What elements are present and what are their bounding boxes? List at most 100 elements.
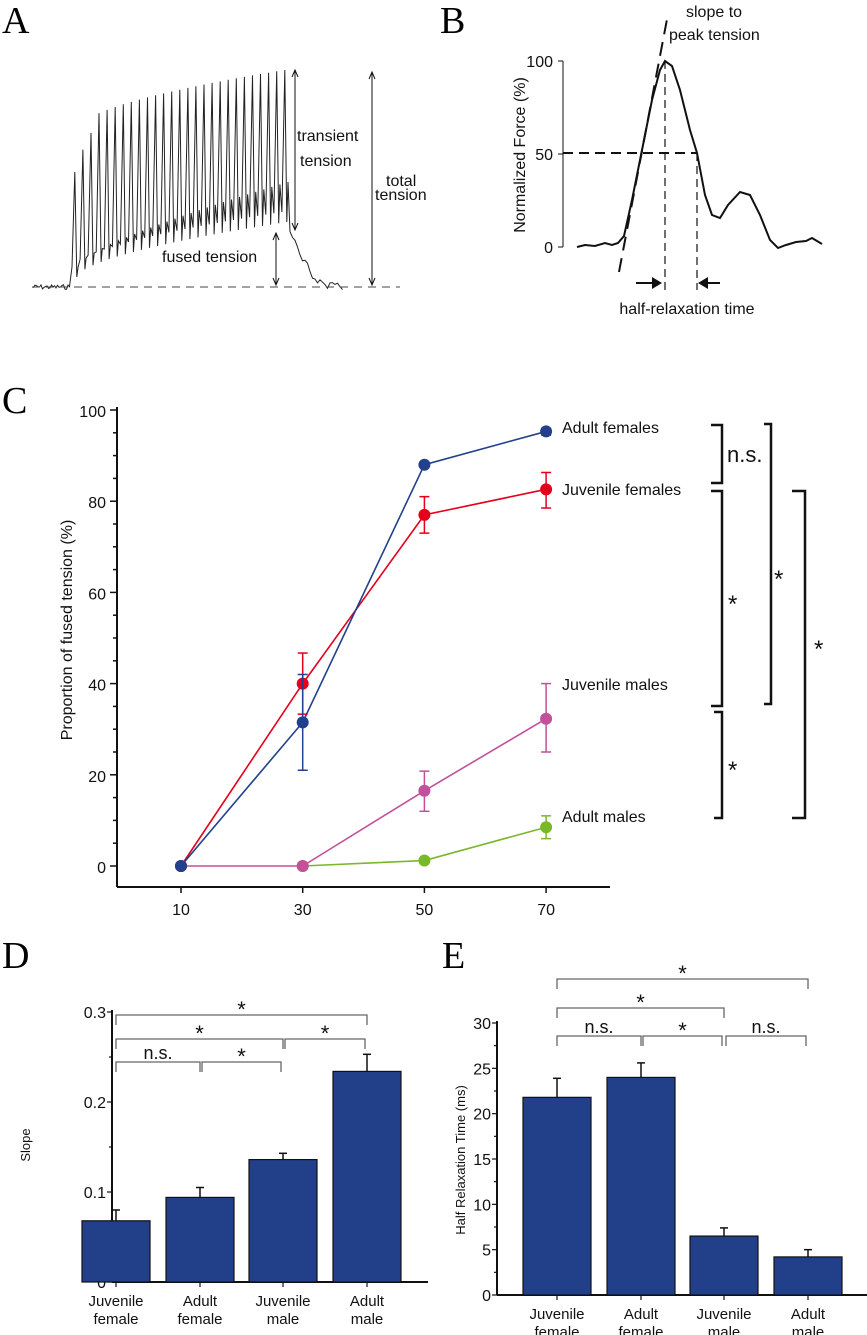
panel-b-y-tick-label: 100 (526, 54, 553, 71)
sig-bracket (556, 1007, 725, 1018)
panel-e-y-tick-label: 5 (482, 1243, 491, 1260)
bar (81, 1220, 151, 1283)
panel-letter-a: A (2, 0, 30, 42)
bar (773, 1256, 843, 1296)
category-label: Adult (183, 1293, 218, 1310)
panel-c-x-tick-label: 30 (294, 902, 312, 919)
category-label: Juvenile (529, 1306, 584, 1323)
sig-bracket (115, 1038, 284, 1049)
panel-c-y-tick-label: 0 (97, 860, 106, 877)
panel-e-y-tick-label: 10 (473, 1197, 491, 1214)
sig-bracket (642, 1035, 723, 1046)
sig-bracket-3 (714, 710, 724, 820)
data-point (175, 860, 187, 872)
transient-label: transient (297, 128, 359, 145)
series-label: Adult females (562, 420, 659, 437)
data-point (540, 821, 553, 834)
series-label: Adult males (562, 809, 646, 826)
slope-label-2: peak tension (669, 27, 760, 44)
sig-bracket-5 (792, 489, 807, 820)
left-arrow-head (652, 277, 662, 289)
panel-letter-e: E (442, 935, 465, 977)
significance-label: * (636, 990, 645, 1015)
category-label-2: male (267, 1311, 300, 1328)
panel-e-y-tick-label: 30 (473, 1016, 491, 1033)
panel-letter-b: B (440, 0, 465, 42)
panel-c-y-tick-label: 80 (88, 495, 106, 512)
sig-bracket (556, 1035, 642, 1046)
panel-b-y-axis-label: Normalized Force (%) (512, 77, 529, 233)
panel-d-y-tick-label: 0 (97, 1275, 106, 1292)
half-relaxation-label: half-relaxation time (619, 301, 754, 318)
sig-bracket-2 (711, 489, 724, 708)
sig-bracket-1 (711, 423, 724, 485)
data-point (296, 716, 309, 729)
category-label: Adult (791, 1306, 826, 1323)
panel-c-x-tick-label: 50 (416, 902, 434, 919)
bar (606, 1076, 676, 1296)
significance-label: n.s. (751, 1017, 780, 1037)
series-line-juvenile-males (181, 718, 547, 867)
significance-label: * (728, 757, 737, 784)
panel-d-y-tick-label: 0.1 (84, 1185, 106, 1202)
significance-label: * (321, 1021, 330, 1046)
series-label: Juvenile females (562, 482, 681, 499)
category-label: Juvenile (88, 1293, 143, 1310)
bar (332, 1070, 402, 1283)
panel-d-y-tick-label: 0.2 (84, 1095, 106, 1112)
category-label-2: female (177, 1311, 222, 1328)
total-label: total (386, 173, 416, 190)
category-label: Juvenile (696, 1306, 751, 1323)
series-label: Juvenile males (562, 677, 668, 694)
significance-label: * (237, 997, 246, 1022)
category-label: Juvenile (255, 1293, 310, 1310)
category-label-2: male (792, 1324, 825, 1335)
category-label-2: male (708, 1324, 741, 1335)
panel-c-y-axis-label: Proportion of fused tension (%) (59, 520, 76, 741)
series-line-adult-females (180, 430, 547, 867)
data-point (418, 508, 431, 521)
tetanic-force-trace (31, 69, 343, 290)
panel-c-y-tick-label: 20 (88, 769, 106, 786)
right-arrow-head (698, 277, 708, 289)
sig-bracket (284, 1038, 366, 1049)
data-point (540, 425, 553, 438)
significance-label: * (728, 591, 737, 618)
data-point (418, 458, 431, 471)
significance-label: * (678, 1018, 687, 1043)
panel-c-y-tick-label: 100 (79, 404, 106, 421)
category-label-2: female (534, 1324, 579, 1335)
panel-d-y-axis-label: Slope (18, 1128, 33, 1161)
category-label-2: female (618, 1324, 663, 1335)
series-line-juvenile-females (180, 488, 547, 867)
sig-bracket (115, 1061, 201, 1072)
panel-d-y-tick-label: 0.3 (84, 1005, 106, 1022)
data-point (418, 854, 431, 867)
sig-bracket-4 (764, 422, 773, 706)
data-point (540, 483, 553, 496)
total-label-2: tension (375, 187, 427, 204)
data-point (540, 712, 553, 725)
significance-label: * (774, 566, 783, 593)
sig-bracket (201, 1061, 282, 1072)
panel-letter-d: D (2, 935, 29, 977)
significance-label: n.s. (727, 442, 762, 467)
panel-letter-c: C (2, 380, 27, 422)
category-label: Adult (350, 1293, 385, 1310)
panel-e-y-tick-label: 15 (473, 1152, 491, 1169)
panel-e-y-tick-label: 0 (482, 1288, 491, 1305)
panel-c-x-tick-label: 70 (537, 902, 555, 919)
bar (248, 1158, 318, 1283)
bar (689, 1235, 759, 1296)
panel-c-y-tick-label: 40 (88, 678, 106, 695)
panel-b-y-tick-label: 50 (535, 147, 553, 164)
data-point (296, 860, 309, 872)
category-label-2: female (93, 1311, 138, 1328)
twitch-force-curve (576, 59, 823, 250)
sig-bracket (725, 1035, 807, 1046)
significance-label: * (678, 961, 687, 986)
fused-label: fused tension (162, 249, 257, 266)
significance-label: n.s. (584, 1017, 613, 1037)
panel-e-y-tick-label: 20 (473, 1107, 491, 1124)
